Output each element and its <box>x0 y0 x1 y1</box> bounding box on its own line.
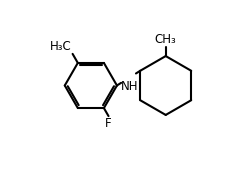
Text: NH: NH <box>121 80 138 93</box>
Text: H₃C: H₃C <box>50 40 72 53</box>
Text: F: F <box>105 117 112 130</box>
Text: CH₃: CH₃ <box>155 33 177 46</box>
